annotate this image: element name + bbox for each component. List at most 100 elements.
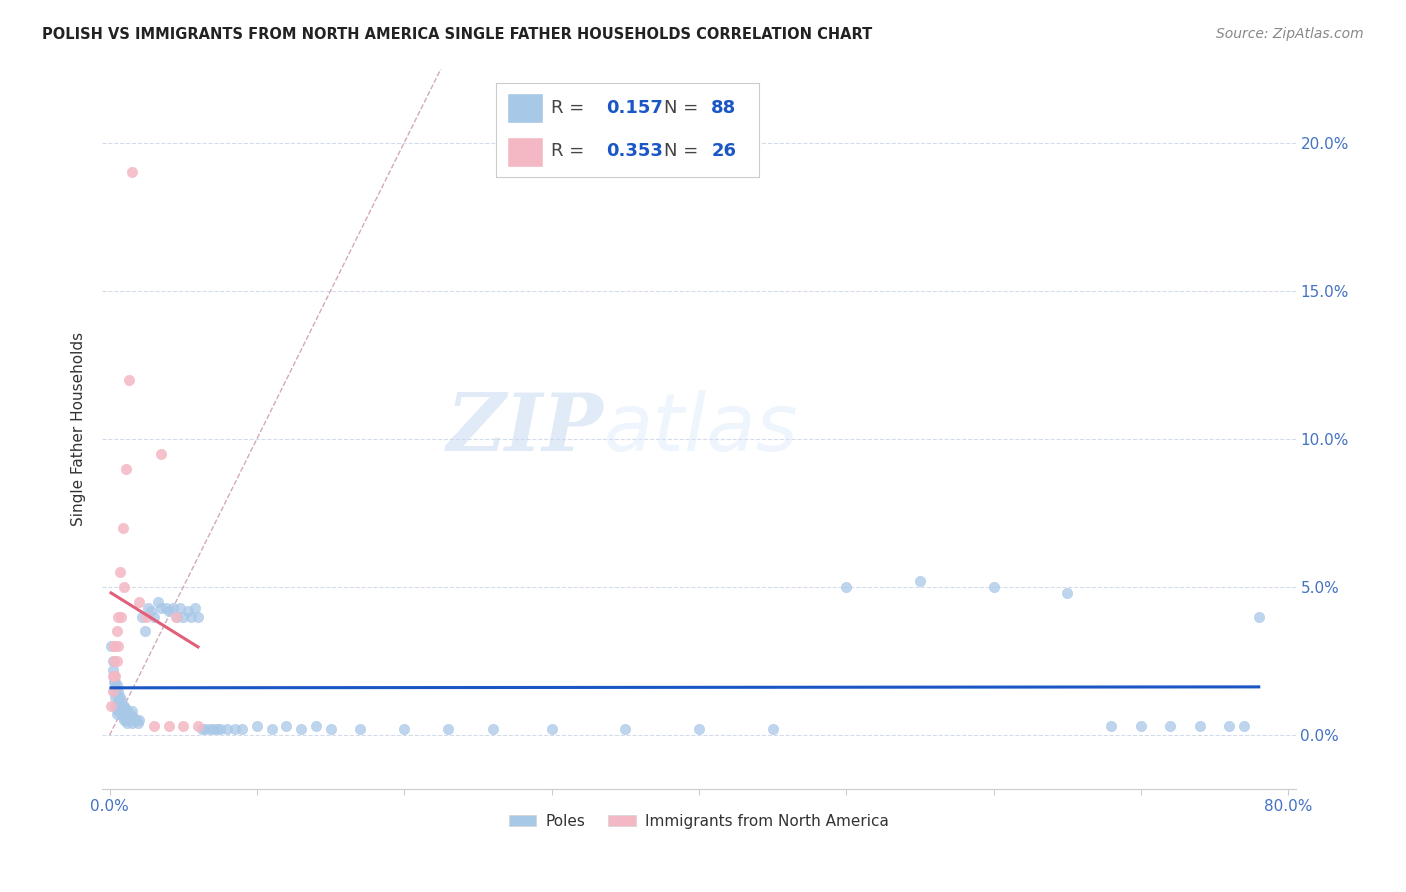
Point <box>105 624 128 639</box>
Point <box>110 692 132 706</box>
Point <box>101 663 124 677</box>
Point <box>101 683 124 698</box>
Point <box>165 609 187 624</box>
Point <box>135 609 157 624</box>
Point <box>1188 719 1211 733</box>
Point <box>540 723 562 737</box>
Point <box>224 723 246 737</box>
Point <box>108 705 131 719</box>
Point <box>104 674 127 689</box>
Point <box>103 640 125 654</box>
Point <box>104 669 127 683</box>
Point <box>103 674 125 689</box>
Point <box>105 698 128 713</box>
Point <box>108 690 131 704</box>
Point <box>121 165 143 179</box>
Text: ZIP: ZIP <box>447 390 603 467</box>
Point <box>1056 586 1078 600</box>
Point <box>128 714 150 728</box>
Point <box>319 723 342 737</box>
Point <box>104 698 127 713</box>
Point <box>305 719 328 733</box>
Text: Source: ZipAtlas.com: Source: ZipAtlas.com <box>1216 27 1364 41</box>
Point <box>1159 719 1181 733</box>
Point <box>121 716 143 731</box>
Point <box>142 609 165 624</box>
Point <box>127 716 149 731</box>
Point <box>105 654 128 668</box>
Point <box>107 683 129 698</box>
Point <box>124 714 146 728</box>
Point <box>118 710 141 724</box>
Point <box>157 604 180 618</box>
Point <box>114 714 136 728</box>
Point <box>1129 719 1152 733</box>
Point <box>155 600 177 615</box>
Point <box>121 705 143 719</box>
Point <box>187 719 209 733</box>
Point <box>614 723 637 737</box>
Point <box>112 698 135 713</box>
Point <box>201 723 224 737</box>
Point <box>761 723 783 737</box>
Point <box>187 609 209 624</box>
Point <box>117 705 139 719</box>
Point <box>114 461 136 475</box>
Point <box>191 723 214 737</box>
Point <box>110 609 132 624</box>
Point <box>176 604 198 618</box>
Point <box>142 719 165 733</box>
Point <box>117 716 139 731</box>
Point <box>100 698 122 713</box>
Point <box>111 710 134 724</box>
Point <box>1247 609 1270 624</box>
Point <box>122 710 145 724</box>
Point <box>103 683 125 698</box>
Point <box>107 640 129 654</box>
Point <box>128 595 150 609</box>
Point <box>103 654 125 668</box>
Point <box>1233 719 1256 733</box>
Point <box>134 624 156 639</box>
Point <box>107 609 129 624</box>
Point <box>166 609 188 624</box>
Point <box>112 580 135 594</box>
Point <box>107 692 129 706</box>
Point <box>1099 719 1122 733</box>
Point <box>835 580 858 594</box>
Point <box>276 719 298 733</box>
Point <box>150 447 173 461</box>
Legend: Poles, Immigrants from North America: Poles, Immigrants from North America <box>503 807 896 835</box>
Point <box>217 723 239 737</box>
Point <box>908 574 931 588</box>
Point <box>101 669 124 683</box>
Point <box>688 723 710 737</box>
Point <box>114 701 136 715</box>
Point <box>104 640 127 654</box>
Point <box>209 723 232 737</box>
Point <box>131 609 153 624</box>
Text: POLISH VS IMMIGRANTS FROM NORTH AMERICA SINGLE FATHER HOUSEHOLDS CORRELATION CHA: POLISH VS IMMIGRANTS FROM NORTH AMERICA … <box>42 27 873 42</box>
Point <box>231 723 253 737</box>
Point <box>111 698 134 713</box>
Point <box>112 714 135 728</box>
Point <box>983 580 1005 594</box>
Point <box>105 678 128 692</box>
Point <box>107 705 129 719</box>
Point <box>148 595 170 609</box>
Point <box>437 723 460 737</box>
Point <box>125 714 148 728</box>
Point <box>260 723 283 737</box>
Point <box>150 600 173 615</box>
Point <box>120 707 142 722</box>
Point <box>105 687 128 701</box>
Point <box>198 723 221 737</box>
Point <box>118 373 141 387</box>
Point <box>290 723 312 737</box>
Point <box>246 719 269 733</box>
Point <box>1218 719 1240 733</box>
Point <box>157 719 180 733</box>
Point <box>103 669 125 683</box>
Point <box>101 654 124 668</box>
Point <box>180 609 202 624</box>
